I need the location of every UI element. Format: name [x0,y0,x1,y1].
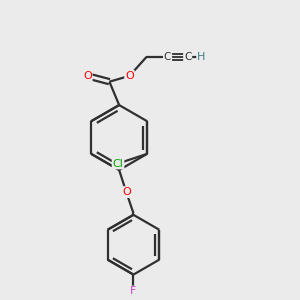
Text: C: C [184,52,191,62]
Text: H: H [197,52,206,62]
Text: C: C [164,52,171,62]
Text: O: O [122,187,131,197]
Text: O: O [83,71,92,81]
Text: Cl: Cl [112,158,124,169]
Text: O: O [125,71,134,81]
Text: F: F [130,286,136,296]
